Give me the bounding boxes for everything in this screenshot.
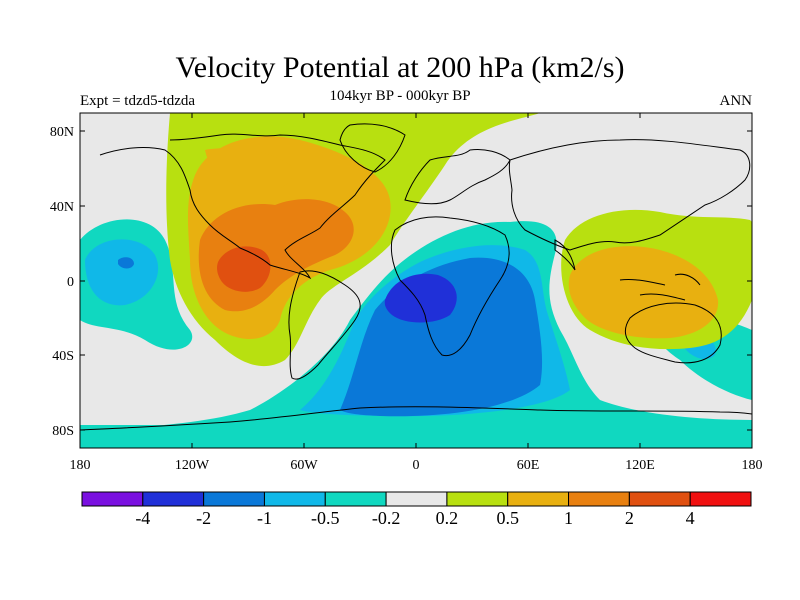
- colorbar-swatch: [81, 491, 144, 507]
- coast-india: [554, 239, 576, 271]
- x-tick-label: 60W: [290, 458, 318, 473]
- contour-pos-0.2-arctic: [170, 113, 490, 140]
- contour-neg-0.5-westpac: [85, 239, 159, 306]
- colorbar-swatch: [507, 491, 570, 507]
- x-tick-label: 0: [413, 458, 420, 473]
- colorbar-swatch: [324, 491, 387, 507]
- map-field: [80, 113, 752, 448]
- y-tick-label: 40S: [52, 349, 74, 364]
- y-tick-label: 80S: [52, 424, 74, 439]
- coast-australia: [624, 302, 722, 364]
- colorbar-swatch: [142, 491, 205, 507]
- contour-pos-2-americas: [217, 246, 271, 292]
- season-label: ANN: [719, 93, 753, 109]
- x-tick-label: 180: [742, 458, 763, 473]
- colorbar-label: 2: [625, 508, 634, 528]
- x-axis-labels: 180 120W 60W 0 60E 120E 180: [70, 458, 763, 473]
- map-ticks: [79, 113, 753, 448]
- contour-neg-1-westpac: [118, 257, 134, 269]
- x-tick-label: 180: [70, 458, 91, 473]
- coast-greenland: [339, 123, 406, 173]
- colorbar-label: 0.2: [436, 508, 459, 528]
- coast-antarctica: [80, 406, 752, 431]
- contour-pos-0.5-arctic: [205, 148, 293, 191]
- y-axis-labels: 80N 40N 0 40S 80S: [50, 125, 74, 439]
- map-subtitle: 104kyr BP - 000kyr BP: [329, 88, 471, 104]
- colorbar: -4 -2 -1 -0.5 -0.2 0.2 0.5 1 2 4: [81, 491, 752, 528]
- x-tick-label: 120W: [175, 458, 210, 473]
- y-tick-label: 80N: [50, 125, 74, 140]
- colorbar-label: -0.5: [311, 508, 340, 528]
- colorbar-swatch: [385, 491, 448, 507]
- coast-indonesia: [619, 273, 701, 301]
- colorbar-swatch: [568, 491, 630, 507]
- coastlines: [80, 123, 752, 431]
- colorbar-label: 0.5: [496, 508, 519, 528]
- x-tick-label: 120E: [625, 458, 655, 473]
- colorbar-label: -4: [135, 508, 150, 528]
- coast-asia: [508, 139, 751, 251]
- colorbar-label: 4: [686, 508, 695, 528]
- coast-south-america: [288, 270, 361, 380]
- y-tick-label: 40N: [50, 200, 74, 215]
- colorbar-swatch: [446, 491, 509, 507]
- colorbar-swatch: [689, 491, 752, 507]
- coast-africa: [390, 216, 510, 357]
- colorbar-label: -0.2: [372, 508, 401, 528]
- coast-north-america: [99, 133, 386, 280]
- colorbar-label: -2: [196, 508, 211, 528]
- x-tick-label: 60E: [517, 458, 540, 473]
- y-tick-label: 0: [67, 275, 74, 290]
- colorbar-swatch: [263, 491, 326, 507]
- contour-neg-2: [384, 273, 457, 323]
- contour-pos-0.5-indopac: [568, 246, 719, 339]
- experiment-label: Expt = tdzd5-tdzda: [80, 93, 196, 109]
- colorbar-swatch: [628, 491, 691, 507]
- colorbar-swatch: [203, 491, 265, 507]
- map-title: Velocity Potential at 200 hPa (km2/s): [175, 51, 625, 84]
- colorbar-label: -1: [257, 508, 272, 528]
- colorbar-label: 1: [564, 508, 573, 528]
